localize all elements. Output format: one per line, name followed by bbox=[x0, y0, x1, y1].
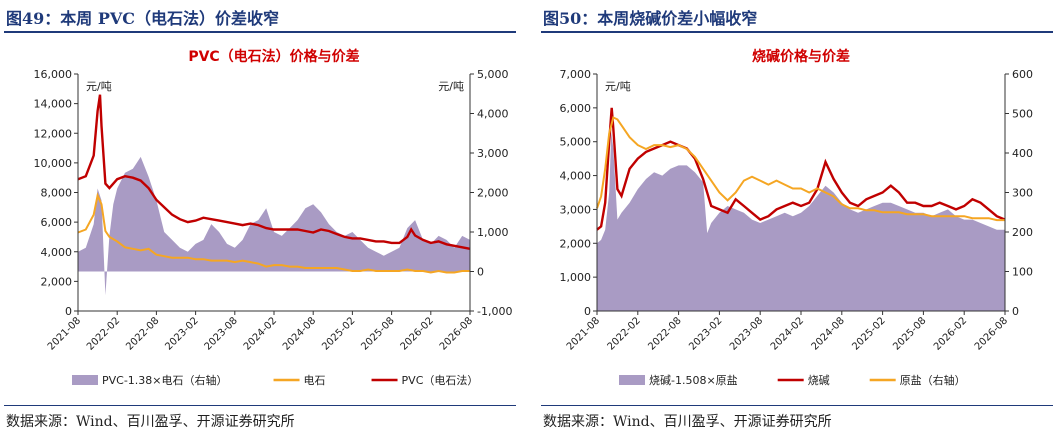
left-tick-label: 0 bbox=[65, 305, 72, 318]
x-tick-label: 2026-02 bbox=[399, 315, 436, 352]
left-tick-label: 1,000 bbox=[560, 271, 592, 284]
legend-swatch-0 bbox=[72, 375, 98, 385]
x-tick-label: 2025-08 bbox=[359, 315, 396, 352]
left-tick-label: 14,000 bbox=[34, 98, 73, 111]
right-tick-label: 100 bbox=[1012, 266, 1033, 279]
left-tick-label: 3,000 bbox=[560, 203, 592, 216]
series-line-1 bbox=[596, 107, 1006, 231]
x-tick-label: 2025-08 bbox=[891, 315, 928, 352]
left-tick-label: 12,000 bbox=[34, 127, 73, 140]
right-tick-label: 500 bbox=[1012, 108, 1033, 121]
series-line-2 bbox=[596, 116, 1005, 222]
caustic-soda-chart: 烧碱价格与价差 0 1,000 2,000 3,000 4,000 5,000 6,000 7,… bbox=[560, 48, 1034, 387]
series-line-1 bbox=[77, 192, 470, 274]
x-tick-label: 2022-02 bbox=[606, 315, 643, 352]
left-unit-label: 元/吨 bbox=[605, 80, 631, 93]
legend-label-0: PVC-1.38×电石（右轴） bbox=[102, 373, 228, 387]
right-tick-label: 3,000 bbox=[477, 147, 509, 160]
right-tick-label: 2,000 bbox=[477, 187, 509, 200]
x-tick-label: 2026-08 bbox=[973, 315, 1010, 352]
right-tick-label: 400 bbox=[1012, 147, 1033, 160]
legend-label-1: 烧碱 bbox=[808, 374, 830, 387]
left-tick-label: 0 bbox=[584, 305, 591, 318]
series-area-0 bbox=[78, 156, 470, 296]
x-tick-label: 2024-08 bbox=[810, 315, 847, 352]
left-tick-label: 8,000 bbox=[41, 187, 73, 200]
x-tick-label: 2025-02 bbox=[320, 315, 357, 352]
legend-label-2: PVC（电石法） bbox=[402, 373, 479, 387]
x-tick-label: 2022-08 bbox=[646, 315, 683, 352]
x-tick-label: 2023-02 bbox=[687, 315, 724, 352]
series-area-0 bbox=[597, 131, 1005, 311]
x-tick-label: 2026-02 bbox=[932, 315, 969, 352]
right-tick-label: -1,000 bbox=[477, 305, 512, 318]
left-tick-label: 2,000 bbox=[560, 237, 592, 250]
right-tick-label: 1,000 bbox=[477, 226, 509, 239]
x-tick-label: 2024-08 bbox=[281, 315, 318, 352]
left-tick-label: 5,000 bbox=[560, 136, 592, 149]
x-tick-label: 2022-08 bbox=[124, 315, 161, 352]
left-tick-label: 4,000 bbox=[560, 170, 592, 183]
left-tick-label: 10,000 bbox=[34, 157, 73, 170]
right-tick-label: 0 bbox=[1012, 305, 1019, 318]
legend-label-0: 烧碱-1.508×原盐 bbox=[649, 374, 738, 387]
legend-label-2: 原盐（右轴） bbox=[900, 373, 966, 387]
panel-pvc: 图49：本周 PVC（电石法）价差收窄 PVC（电石法）价格与价差 0 2,000 4… bbox=[0, 0, 520, 438]
source-note: 数据来源：Wind、百川盈孚、开源证券研究所 bbox=[543, 414, 832, 430]
chart-title: 烧碱价格与价差 bbox=[752, 48, 850, 65]
title-rule bbox=[541, 31, 1053, 33]
legend-label-1: 电石 bbox=[304, 374, 326, 387]
x-tick-label: 2021-08 bbox=[565, 315, 602, 352]
right-tick-label: 5,000 bbox=[477, 68, 509, 81]
source-rule bbox=[541, 405, 1053, 406]
right-tick-label: 0 bbox=[477, 266, 484, 279]
right-tick-label: 300 bbox=[1012, 187, 1033, 200]
x-tick-label: 2026-08 bbox=[438, 315, 475, 352]
x-tick-label: 2022-02 bbox=[85, 315, 122, 352]
left-tick-label: 16,000 bbox=[34, 68, 73, 81]
left-unit-label: 元/吨 bbox=[86, 80, 112, 93]
x-tick-label: 2024-02 bbox=[242, 315, 279, 352]
left-tick-label: 2,000 bbox=[41, 275, 73, 288]
title-rule bbox=[4, 31, 516, 33]
right-unit-label: 元/吨 bbox=[438, 80, 464, 93]
x-tick-label: 2023-08 bbox=[728, 315, 765, 352]
figure-title: 图50：本周烧碱价差小幅收窄 bbox=[543, 9, 758, 28]
x-tick-label: 2025-02 bbox=[850, 315, 887, 352]
right-tick-label: 600 bbox=[1012, 68, 1033, 81]
x-tick-label: 2023-08 bbox=[203, 315, 240, 352]
left-tick-label: 6,000 bbox=[560, 102, 592, 115]
x-tick-label: 2021-08 bbox=[46, 315, 83, 352]
panel-caustic-soda: 图50：本周烧碱价差小幅收窄 烧碱价格与价差 0 1,000 2,000 3,000 4,… bbox=[537, 0, 1057, 438]
source-rule bbox=[4, 405, 516, 406]
left-tick-label: 4,000 bbox=[41, 246, 73, 259]
pvc-chart: PVC（电石法）价格与价差 0 2,000 4,000 6,000 8,000 10,000… bbox=[34, 48, 513, 387]
chart-title: PVC（电石法）价格与价差 bbox=[188, 48, 359, 65]
left-tick-label: 7,000 bbox=[560, 68, 592, 81]
source-note: 数据来源：Wind、百川盈孚、开源证券研究所 bbox=[6, 414, 295, 430]
left-tick-label: 6,000 bbox=[41, 216, 73, 229]
x-tick-label: 2024-02 bbox=[769, 315, 806, 352]
right-tick-label: 4,000 bbox=[477, 108, 509, 121]
legend-swatch-0 bbox=[619, 375, 645, 385]
right-tick-label: 200 bbox=[1012, 226, 1033, 239]
figure-title: 图49：本周 PVC（电石法）价差收窄 bbox=[6, 9, 280, 28]
series-line-2 bbox=[77, 94, 471, 250]
x-tick-label: 2023-02 bbox=[163, 315, 200, 352]
